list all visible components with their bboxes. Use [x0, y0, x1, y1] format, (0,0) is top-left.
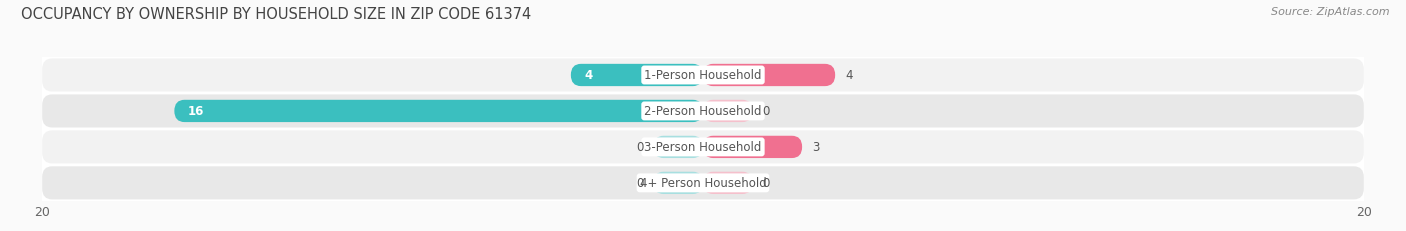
Text: Source: ZipAtlas.com: Source: ZipAtlas.com: [1271, 7, 1389, 17]
Text: 1-Person Household: 1-Person Household: [644, 69, 762, 82]
FancyBboxPatch shape: [42, 95, 1364, 128]
Text: 16: 16: [187, 105, 204, 118]
Text: 4+ Person Household: 4+ Person Household: [640, 176, 766, 190]
FancyBboxPatch shape: [654, 136, 703, 158]
FancyBboxPatch shape: [42, 167, 1364, 200]
FancyBboxPatch shape: [571, 64, 703, 87]
Text: 3: 3: [813, 141, 820, 154]
Text: 0: 0: [636, 141, 644, 154]
FancyBboxPatch shape: [703, 64, 835, 87]
Text: 0: 0: [636, 176, 644, 190]
FancyBboxPatch shape: [703, 100, 752, 123]
Text: 4: 4: [583, 69, 592, 82]
Text: 0: 0: [762, 105, 770, 118]
Text: 3-Person Household: 3-Person Household: [644, 141, 762, 154]
FancyBboxPatch shape: [42, 59, 1364, 92]
FancyBboxPatch shape: [42, 131, 1364, 164]
FancyBboxPatch shape: [174, 100, 703, 123]
Text: OCCUPANCY BY OWNERSHIP BY HOUSEHOLD SIZE IN ZIP CODE 61374: OCCUPANCY BY OWNERSHIP BY HOUSEHOLD SIZE…: [21, 7, 531, 22]
FancyBboxPatch shape: [654, 172, 703, 194]
Text: 0: 0: [762, 176, 770, 190]
Text: 4: 4: [845, 69, 852, 82]
Text: 2-Person Household: 2-Person Household: [644, 105, 762, 118]
FancyBboxPatch shape: [703, 136, 801, 158]
FancyBboxPatch shape: [703, 172, 752, 194]
